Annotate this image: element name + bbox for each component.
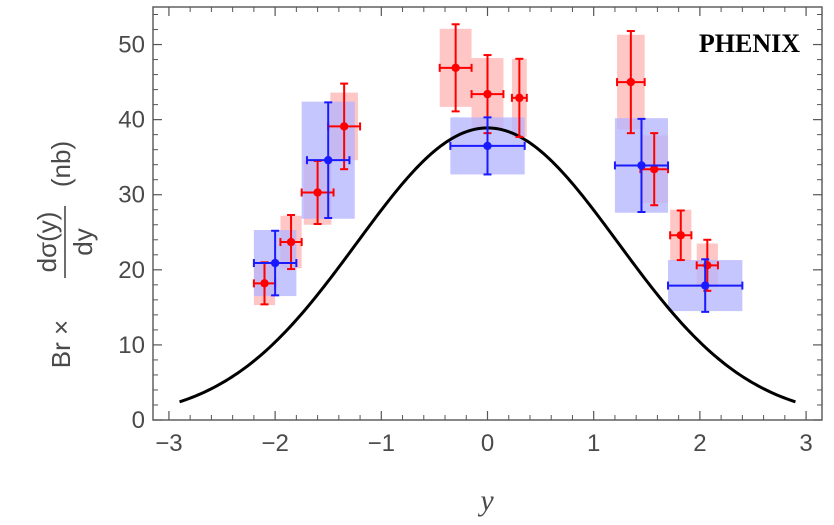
red-marker-8	[650, 164, 659, 174]
blue-point-1	[305, 101, 351, 220]
x-tick-label-4: 1	[587, 430, 600, 457]
annotation-phenix: PHENIX	[699, 29, 800, 58]
red-point-1	[279, 214, 303, 271]
red-marker-7	[626, 77, 636, 87]
x-tick-label-5: 2	[693, 430, 706, 457]
blue-marker-2	[483, 141, 492, 151]
red-point-2	[300, 159, 335, 226]
red-marker-6	[515, 93, 524, 103]
y-axis-title-unit: (nb)	[46, 141, 76, 187]
red-marker-2	[313, 188, 322, 197]
x-tick-label-3: 0	[481, 430, 494, 457]
blue-point-0	[252, 229, 298, 297]
blue-point-3	[613, 117, 670, 213]
x-tick-label-1: −2	[261, 430, 288, 457]
statistical-error-bars	[252, 23, 744, 313]
red-marker-1	[286, 237, 296, 247]
x-axis-title: y	[477, 484, 494, 517]
x-tick-label-0: −3	[155, 430, 182, 457]
x-tick-label-6: 3	[799, 430, 812, 457]
red-point-9	[669, 209, 693, 262]
red-marker-4	[451, 63, 460, 73]
x-tick-label-2: −1	[368, 430, 395, 457]
y-axis-title-denominator: dy	[68, 228, 98, 255]
red-marker-5	[483, 89, 492, 99]
red-point-10	[695, 238, 719, 292]
y-axis-title-numerator: dσ(y)	[32, 212, 62, 273]
blue-marker-4	[700, 281, 710, 290]
red-point-4	[438, 23, 473, 113]
blue-point-2	[449, 116, 526, 176]
y-tick-label-0: 0	[132, 407, 145, 434]
red-point-7	[616, 30, 646, 135]
blue-marker-0	[270, 258, 280, 268]
axis-ticks	[153, 7, 822, 421]
systematic-error-boxes	[253, 28, 743, 312]
blue-point-4	[667, 258, 744, 313]
red-marker-9	[676, 231, 685, 240]
y-axis-title-prefix: Br ×	[46, 320, 76, 368]
y-tick-label-5: 50	[118, 32, 145, 59]
blue-marker-3	[637, 161, 646, 170]
red-point-8	[639, 132, 670, 207]
blue-marker-1	[324, 155, 333, 165]
y-tick-label-1: 10	[118, 332, 145, 359]
red-marker-0	[260, 279, 269, 288]
y-tick-label-4: 40	[118, 107, 145, 134]
y-tick-label-3: 30	[118, 182, 145, 209]
red-point-6	[510, 57, 528, 138]
y-axis-title: Br × dσ(y) dy (nb)	[32, 141, 98, 368]
red-marker-3	[339, 122, 349, 131]
y-tick-label-2: 20	[118, 257, 145, 284]
